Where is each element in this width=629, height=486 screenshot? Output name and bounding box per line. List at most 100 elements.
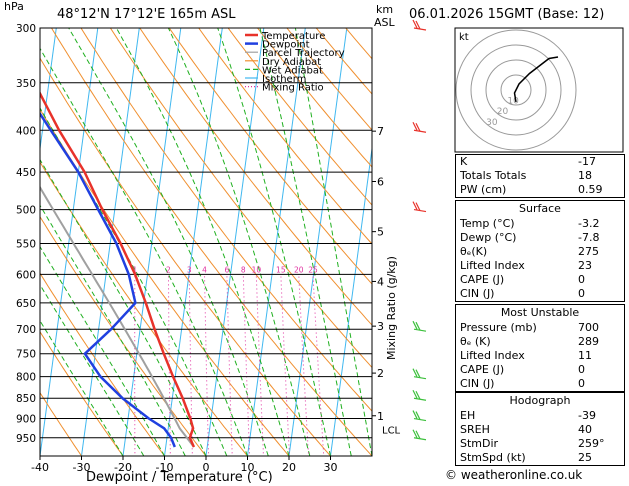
wind-barb-flag	[412, 201, 418, 210]
mixing-ratio-label: 1	[132, 265, 137, 274]
mixing-ratio-label: 10	[252, 265, 262, 274]
km-axis-label: km	[376, 3, 394, 16]
x-tick-label: -30	[73, 461, 91, 474]
pressure-tick-label: 450	[16, 167, 36, 179]
pressure-tick-label: 400	[16, 125, 36, 137]
isotherm-line	[40, 28, 57, 153]
pressure-tick-label: 850	[16, 393, 36, 405]
wind-barb-flag	[412, 389, 418, 399]
index-label: Totals Totals	[460, 169, 527, 182]
hodograph-ring	[455, 29, 577, 151]
wind-barb-flag	[415, 390, 421, 400]
surface-title: Surface	[519, 202, 561, 215]
hodograph-label: StmSpd (kt)	[460, 451, 526, 464]
wind-barb-flag	[415, 122, 421, 132]
dry-adiabat-line	[40, 272, 166, 456]
hodograph-label: SREH	[460, 423, 490, 436]
hodograph-value: -39	[578, 409, 596, 422]
dry-adiabat-line	[168, 28, 372, 285]
surface-label: Dewp (°C)	[460, 231, 517, 244]
dry-adiabat-line	[80, 28, 372, 412]
surface-value: 0	[578, 287, 585, 300]
mixing-ratio-label: 4	[202, 265, 207, 274]
hodograph-value: 25	[578, 451, 592, 464]
pressure-tick-label: 900	[16, 414, 36, 426]
dry-adiabat-line	[256, 28, 372, 168]
hodograph-trace	[513, 56, 559, 103]
mixing-ratio-label: 8	[241, 265, 246, 274]
pressure-tick-label: 950	[16, 433, 36, 445]
indices-table: K -17 Totals Totals 18 PW (cm) 0.59	[455, 154, 625, 198]
wet-adiabat-line	[40, 47, 248, 456]
x-tick-label: -40	[31, 461, 49, 474]
hodograph-label: EH	[460, 409, 476, 422]
location-title: 48°12'N 17°12'E 165m ASL	[57, 7, 236, 22]
dry-adiabat-line	[198, 28, 372, 245]
hodograph-frame	[454, 27, 624, 153]
dry-adiabat-line	[227, 28, 372, 206]
credit-text[interactable]: © weatheronline.co.uk	[445, 468, 583, 482]
wind-barb-flag	[415, 202, 421, 211]
wind-barb	[412, 410, 427, 422]
unstable-label: Lifted Index	[460, 349, 525, 362]
unstable-value: 0	[578, 363, 585, 376]
hodograph-ring	[500, 74, 532, 106]
pressure-tick-label: 600	[16, 269, 36, 281]
pressure-tick-label: 500	[16, 205, 36, 217]
index-value: -17	[578, 155, 596, 168]
km-tick-label: 6	[377, 175, 384, 188]
unstable-label: θₑ (K)	[460, 335, 491, 348]
surface-value: -7.8	[578, 231, 600, 244]
legend-label: Parcel Trajectory	[262, 48, 345, 59]
legend-label: Temperature	[261, 31, 325, 42]
wind-barb	[412, 320, 427, 332]
mixing-ratio-label: 15	[276, 265, 286, 274]
legend-label: Mixing Ratio	[262, 83, 324, 94]
wet-adiabat-line	[40, 283, 145, 456]
dewpoint-profile-line	[40, 111, 176, 448]
surface-value: 275	[578, 245, 599, 258]
surface-label: CIN (J)	[460, 287, 495, 300]
wet-adiabat-line	[294, 28, 372, 456]
mixing-ratio-label: 6	[224, 265, 229, 274]
wind-barb-flag	[412, 429, 418, 439]
legend-label: Isotherm	[262, 74, 306, 85]
index-value: 18	[578, 169, 592, 182]
mixing-ratio-line	[255, 274, 265, 456]
legend-label: Dewpoint	[262, 40, 310, 51]
unstable-value: 700	[578, 321, 599, 334]
pressure-tick-label: 700	[16, 324, 36, 336]
wind-barb-flag	[412, 320, 418, 330]
km-tick-label: 7	[377, 125, 384, 138]
index-label: K	[460, 155, 468, 168]
x-tick-label: 10	[241, 461, 255, 474]
x-tick-label: -20	[114, 461, 132, 474]
legend-label: Dry Adiabat	[262, 57, 321, 68]
surface-value: 23	[578, 259, 592, 272]
mixing-ratio-label: 20	[294, 265, 304, 274]
wind-barb	[412, 201, 427, 213]
wind-barb-flag	[415, 369, 421, 378]
mixing-ratio-label: 2	[166, 265, 171, 274]
mixing-ratio-axis-label: Mixing Ratio (g/kg)	[385, 256, 398, 360]
wind-barb-flag	[415, 430, 421, 440]
dry-adiabat-line	[139, 28, 372, 326]
pressure-tick-label: 650	[16, 298, 36, 310]
unstable-value: 11	[578, 349, 592, 362]
wind-barb-flag	[412, 19, 418, 29]
wet-adiabat-line	[40, 204, 186, 456]
isotherm-line	[40, 28, 99, 456]
wind-barb-flag	[412, 368, 418, 377]
km-tick-label: 5	[377, 226, 384, 239]
isotherm-line	[329, 144, 372, 456]
hodograph-label: StmDir	[460, 437, 499, 450]
unstable-label: CIN (J)	[460, 377, 495, 390]
wet-adiabat-line	[167, 28, 311, 456]
hodograph-ring-label: 30	[486, 118, 498, 128]
pressure-tick-label: 300	[16, 23, 36, 35]
wind-barb-flag	[415, 411, 421, 420]
surface-label: Lifted Index	[460, 259, 525, 272]
unstable-value: 289	[578, 335, 599, 348]
km-tick-label: 2	[377, 367, 384, 380]
